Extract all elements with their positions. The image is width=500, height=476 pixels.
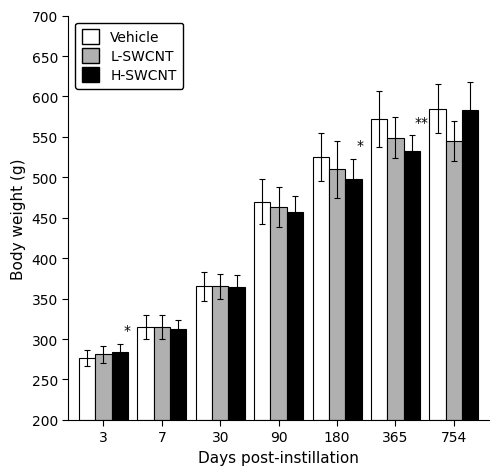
Text: *: * <box>124 324 130 338</box>
Bar <box>404 152 420 420</box>
Y-axis label: Body weight (g): Body weight (g) <box>11 158 26 279</box>
Bar <box>430 109 446 420</box>
Bar <box>228 288 245 420</box>
Bar <box>388 139 404 420</box>
Text: **: ** <box>414 116 428 129</box>
Bar <box>196 287 212 420</box>
Bar <box>462 111 478 420</box>
Bar <box>312 158 329 420</box>
X-axis label: Days post-instillation: Days post-instillation <box>198 450 359 465</box>
Bar <box>371 120 388 420</box>
Bar <box>287 213 303 420</box>
Text: *: * <box>357 139 364 153</box>
Bar <box>254 202 270 420</box>
Bar <box>138 327 154 420</box>
Bar <box>345 179 362 420</box>
Bar <box>446 142 462 420</box>
Bar <box>170 330 186 420</box>
Bar <box>112 352 128 420</box>
Bar <box>329 170 345 420</box>
Legend: Vehicle, L-SWCNT, H-SWCNT: Vehicle, L-SWCNT, H-SWCNT <box>76 23 184 90</box>
Bar <box>96 355 112 420</box>
Bar <box>79 358 96 420</box>
Bar <box>270 208 287 420</box>
Bar <box>212 287 228 420</box>
Bar <box>154 327 170 420</box>
